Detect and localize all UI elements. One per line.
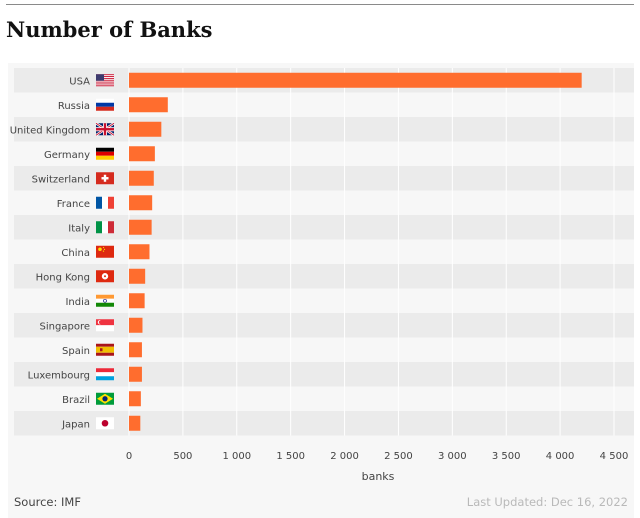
row-stripe — [14, 141, 634, 166]
category-label: Luxembourg — [28, 370, 90, 381]
bar — [129, 244, 150, 260]
x-tick-label: 500 — [173, 451, 192, 462]
bar — [129, 72, 582, 88]
singapore-flag-icon — [96, 319, 114, 332]
x-tick-label: 4 500 — [600, 451, 629, 462]
bar — [129, 391, 141, 407]
bar — [129, 121, 162, 137]
row-stripe — [14, 190, 634, 215]
x-tick-label: 2 500 — [384, 451, 413, 462]
category-label: Russia — [58, 101, 90, 112]
category-label: Spain — [62, 346, 90, 357]
category-label: Italy — [68, 223, 90, 234]
row-stripe — [14, 386, 634, 411]
row-stripe — [14, 411, 634, 436]
bar — [129, 219, 152, 235]
uk-flag-icon — [95, 122, 115, 137]
row-stripe — [14, 313, 634, 338]
row-stripe — [14, 264, 634, 289]
bar — [129, 195, 153, 211]
bar — [129, 317, 143, 333]
bar — [129, 415, 141, 431]
france-flag-icon — [96, 196, 114, 209]
x-axis-label: banks — [362, 470, 395, 483]
row-stripe — [14, 362, 634, 387]
category-label: Switzerland — [32, 174, 90, 185]
china-flag-icon — [96, 245, 114, 258]
row-stripe — [14, 166, 634, 191]
category-labels: USA Russia United Kingdom Germany Switzerlan… — [10, 76, 90, 430]
category-label: France — [57, 199, 90, 210]
italy-flag-icon — [96, 221, 114, 234]
category-label: United Kingdom — [10, 125, 90, 136]
category-label: India — [65, 297, 90, 308]
luxembourg-flag-icon — [96, 368, 114, 381]
category-label: Hong Kong — [36, 272, 90, 283]
row-stripe — [14, 337, 634, 362]
x-tick-label: 2 000 — [330, 451, 359, 462]
bar — [129, 366, 142, 382]
bar — [129, 293, 145, 309]
flags — [95, 74, 115, 430]
category-label: Brazil — [62, 395, 90, 406]
page-title: Number of Banks — [6, 17, 213, 42]
brazil-flag-icon — [96, 392, 114, 405]
source-note: Source: IMF — [14, 495, 81, 509]
row-stripe — [14, 239, 634, 264]
hong-kong-flag-icon — [96, 270, 114, 283]
japan-flag-icon — [96, 417, 114, 430]
x-tick-label: 0 — [126, 451, 132, 462]
row-stripe — [14, 288, 634, 313]
bar — [129, 97, 168, 113]
x-tick-label: 1 000 — [222, 451, 251, 462]
row-stripe — [14, 215, 634, 240]
bar — [129, 170, 154, 186]
category-label: Japan — [61, 419, 90, 430]
bar — [129, 146, 155, 162]
x-tick-label: 3 000 — [438, 451, 467, 462]
row-stripes — [14, 68, 634, 436]
row-stripe — [14, 117, 634, 142]
bar — [129, 268, 146, 284]
switzerland-flag-icon — [96, 172, 114, 185]
top-rule — [6, 4, 634, 5]
x-tick-label: 3 500 — [492, 451, 521, 462]
category-label: Singapore — [40, 321, 90, 332]
category-label: Germany — [44, 150, 90, 161]
x-tick-labels: 0 500 1 000 1 500 2 000 2 500 3 000 3 500 4 000 4… — [126, 451, 629, 462]
last-updated: Last Updated: Dec 16, 2022 — [466, 495, 628, 509]
x-tick-label: 4 000 — [546, 451, 575, 462]
russia-flag-icon — [96, 98, 114, 111]
us-flag-icon — [96, 74, 114, 87]
bars — [129, 72, 582, 431]
category-label: USA — [69, 76, 90, 87]
category-label: China — [61, 248, 90, 259]
row-stripe — [14, 92, 634, 117]
x-tick-label: 1 500 — [276, 451, 305, 462]
spain-flag-icon — [96, 343, 114, 356]
bar — [129, 342, 142, 358]
india-flag-icon — [96, 294, 114, 307]
germany-flag-icon — [96, 147, 114, 160]
